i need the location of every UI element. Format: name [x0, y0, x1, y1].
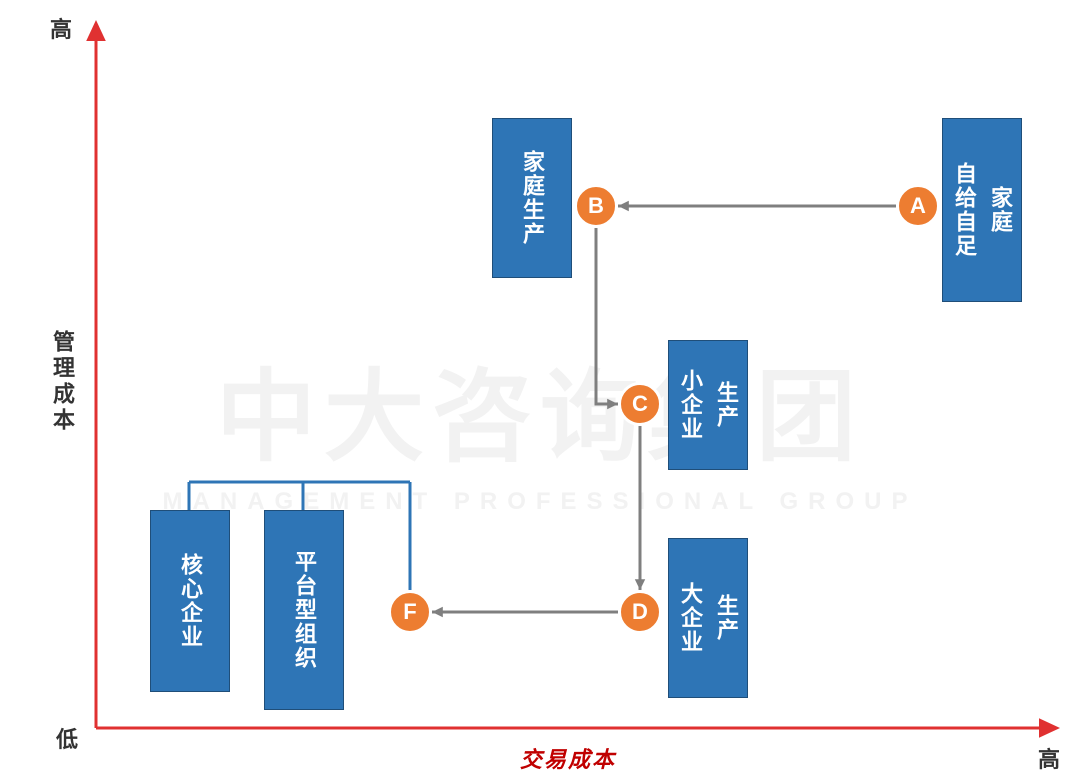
node-b: B — [574, 184, 618, 228]
x-axis-high-label: 高 — [1038, 742, 1060, 774]
box-platform-organization: 平台型组织 — [264, 510, 344, 710]
box-large-enterprise: 大企业生产 — [668, 538, 748, 698]
box-core-enterprise: 核心企业 — [150, 510, 230, 692]
box-label: 大企业 — [674, 582, 706, 654]
box-label: 平台型组织 — [288, 550, 320, 670]
node-f: F — [388, 590, 432, 634]
box-label: 生产 — [710, 582, 742, 654]
box-family-production: 家庭生产 — [492, 118, 572, 278]
y-axis-low-label: 低 — [56, 722, 78, 754]
x-axis-title: 交易成本 — [520, 742, 616, 774]
box-label: 生产 — [710, 369, 742, 441]
box-label: 家庭 — [984, 162, 1016, 258]
box-label: 自给自足 — [948, 162, 980, 258]
node-d: D — [618, 590, 662, 634]
diagram-canvas: 中大咨询集团 MANAGEMENT PROFESSIONAL GROUP 高 低… — [0, 0, 1080, 784]
box-label: 核心企业 — [174, 553, 206, 649]
y-axis-high-label: 高 — [50, 12, 72, 44]
box-label: 家庭生产 — [516, 150, 548, 246]
node-c: C — [618, 382, 662, 426]
y-axis-title: 管理成本 — [46, 330, 78, 434]
box-label: 小企业 — [674, 369, 706, 441]
box-small-enterprise: 小企业生产 — [668, 340, 748, 470]
box-self-sufficient-family: 自给自足家庭 — [942, 118, 1022, 302]
node-a: A — [896, 184, 940, 228]
